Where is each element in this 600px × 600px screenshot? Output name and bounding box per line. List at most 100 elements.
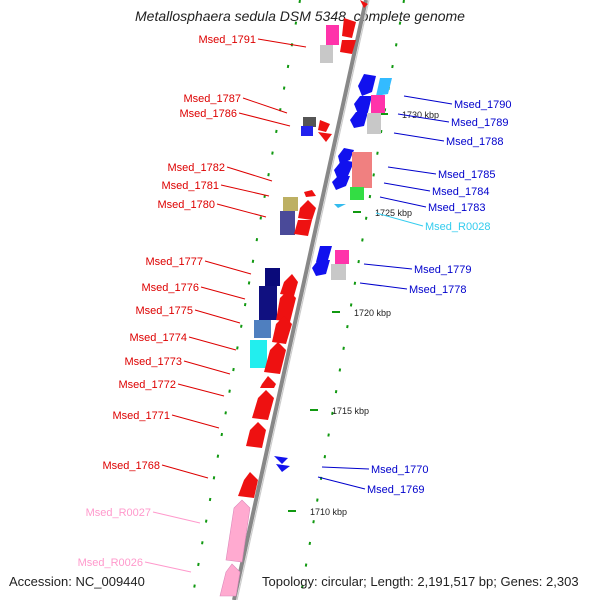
gene-label-right[interactable]: Msed_R0028 [425, 221, 490, 233]
gene-arrow[interactable] [354, 96, 372, 114]
gene-arrow[interactable] [318, 132, 332, 142]
scale-ticks: 1730 kbp 1725 kbp 1720 kbp 1715 kbp 1710 kbp [288, 110, 439, 517]
gene-labels: Msed_1791 Msed_1787 Msed_1786 Msed_1782 Msed… [78, 34, 512, 569]
gene-label-right[interactable]: Msed_1790 [454, 99, 512, 111]
genome-backbone-highlight [236, 0, 370, 600]
gene-arrow[interactable] [358, 74, 376, 96]
gene-label-left[interactable]: Msed_1774 [130, 332, 188, 344]
gene-label-left[interactable]: Msed_1782 [168, 162, 226, 174]
gene-block[interactable] [254, 320, 271, 338]
gene-arrow[interactable] [274, 456, 288, 464]
rna-arrow[interactable] [225, 499, 251, 563]
gene-arrow[interactable] [238, 472, 258, 498]
gene-label-left[interactable]: Msed_R0027 [86, 507, 151, 519]
gene-block[interactable] [331, 264, 346, 280]
gene-label-left[interactable]: Msed_1780 [158, 199, 216, 211]
gene-arrow[interactable] [280, 274, 298, 296]
gene-arrow[interactable] [334, 204, 346, 208]
leader-line [397, 113, 450, 123]
gene-arrow[interactable] [272, 316, 292, 344]
gene-label-right[interactable]: Msed_1779 [414, 264, 472, 276]
gene-label-left[interactable]: Msed_1781 [162, 180, 220, 192]
gene-arrow[interactable] [276, 290, 296, 322]
accession-label: Accession: NC_009440 [9, 574, 145, 589]
gene-arrow[interactable] [334, 160, 354, 180]
leader-line [152, 511, 201, 524]
gene-block[interactable] [371, 95, 385, 113]
gene-arrow[interactable] [312, 260, 330, 276]
gene-block[interactable] [367, 113, 381, 134]
gene-label-left[interactable]: Msed_1787 [184, 93, 242, 105]
gene-block[interactable] [259, 286, 277, 320]
leader-line [238, 112, 291, 127]
gene-arrow[interactable] [316, 246, 332, 262]
gene-block[interactable] [265, 268, 280, 286]
leader-line [321, 466, 370, 470]
genome-summary: Topology: circular; Length: 2,191,517 bp… [262, 574, 579, 589]
leader-line [317, 476, 366, 490]
gene-arrow[interactable] [294, 220, 312, 236]
leader-lines [144, 38, 453, 573]
gene-label-left[interactable]: Msed_1776 [142, 282, 200, 294]
gene-block[interactable] [326, 25, 339, 45]
gene-label-right[interactable]: Msed_1785 [438, 169, 496, 181]
gene-arrow[interactable] [360, 0, 368, 8]
gene-arrow[interactable] [246, 422, 266, 448]
gene-label-left[interactable]: Msed_1771 [113, 410, 171, 422]
gene-label-right[interactable]: Msed_1769 [367, 484, 425, 496]
leader-line [383, 182, 431, 192]
gene-label-right[interactable]: Msed_1784 [432, 186, 490, 198]
gene-label-right[interactable]: Msed_1788 [446, 136, 504, 148]
gene-arrow[interactable] [298, 200, 316, 220]
leader-line [183, 360, 231, 375]
leader-line [359, 282, 408, 290]
gene-block[interactable] [350, 187, 364, 200]
scale-label: 1710 kbp [310, 507, 347, 517]
gene-arrow[interactable] [318, 120, 330, 132]
gene-block[interactable] [280, 211, 295, 235]
gene-arrow[interactable] [340, 40, 356, 54]
gene-label-left[interactable]: Msed_1772 [119, 379, 177, 391]
gene-arrow[interactable] [276, 464, 290, 472]
gene-label-left[interactable]: Msed_R0026 [78, 557, 143, 569]
gene-arrow[interactable] [260, 376, 276, 388]
leader-line [363, 263, 413, 270]
leader-line [379, 196, 427, 208]
gene-block[interactable] [335, 250, 349, 264]
gene-label-left[interactable]: Msed_1773 [125, 356, 183, 368]
gene-arrow[interactable] [332, 176, 350, 190]
strand-guide-line [299, 0, 405, 600]
gene-arrow[interactable] [264, 342, 286, 374]
gene-label-right[interactable]: Msed_1770 [371, 464, 429, 476]
gene-label-left[interactable]: Msed_1791 [199, 34, 257, 46]
gene-block[interactable] [352, 152, 372, 188]
gene-label-left[interactable]: Msed_1777 [146, 256, 204, 268]
gene-label-left[interactable]: Msed_1775 [136, 305, 194, 317]
gene-arrow[interactable] [252, 390, 274, 420]
leader-line [403, 95, 453, 105]
gene-block[interactable] [320, 45, 333, 63]
gene-arrow[interactable] [376, 78, 392, 96]
gene-arrow[interactable] [350, 112, 368, 128]
leader-line [161, 464, 209, 479]
leader-line [375, 212, 424, 227]
gene-label-right[interactable]: Msed_1783 [428, 202, 486, 214]
gene-block[interactable] [303, 117, 316, 127]
gene-label-left[interactable]: Msed_1768 [103, 460, 161, 472]
leader-line [204, 260, 252, 275]
reverse-strand-features [274, 74, 392, 472]
gene-block[interactable] [283, 197, 298, 211]
strand-guides [191, 0, 405, 600]
genome-backbone [232, 0, 368, 600]
gene-block[interactable] [301, 126, 313, 136]
rna-arrow[interactable] [219, 563, 241, 597]
gene-arrow[interactable] [342, 18, 356, 38]
gene-label-right[interactable]: Msed_1789 [451, 117, 509, 129]
gene-block[interactable] [250, 340, 267, 368]
gene-arrow[interactable] [304, 190, 316, 197]
leader-line [220, 184, 270, 197]
gene-label-left[interactable]: Msed_1786 [180, 108, 238, 120]
gene-label-right[interactable]: Msed_1778 [409, 284, 467, 296]
